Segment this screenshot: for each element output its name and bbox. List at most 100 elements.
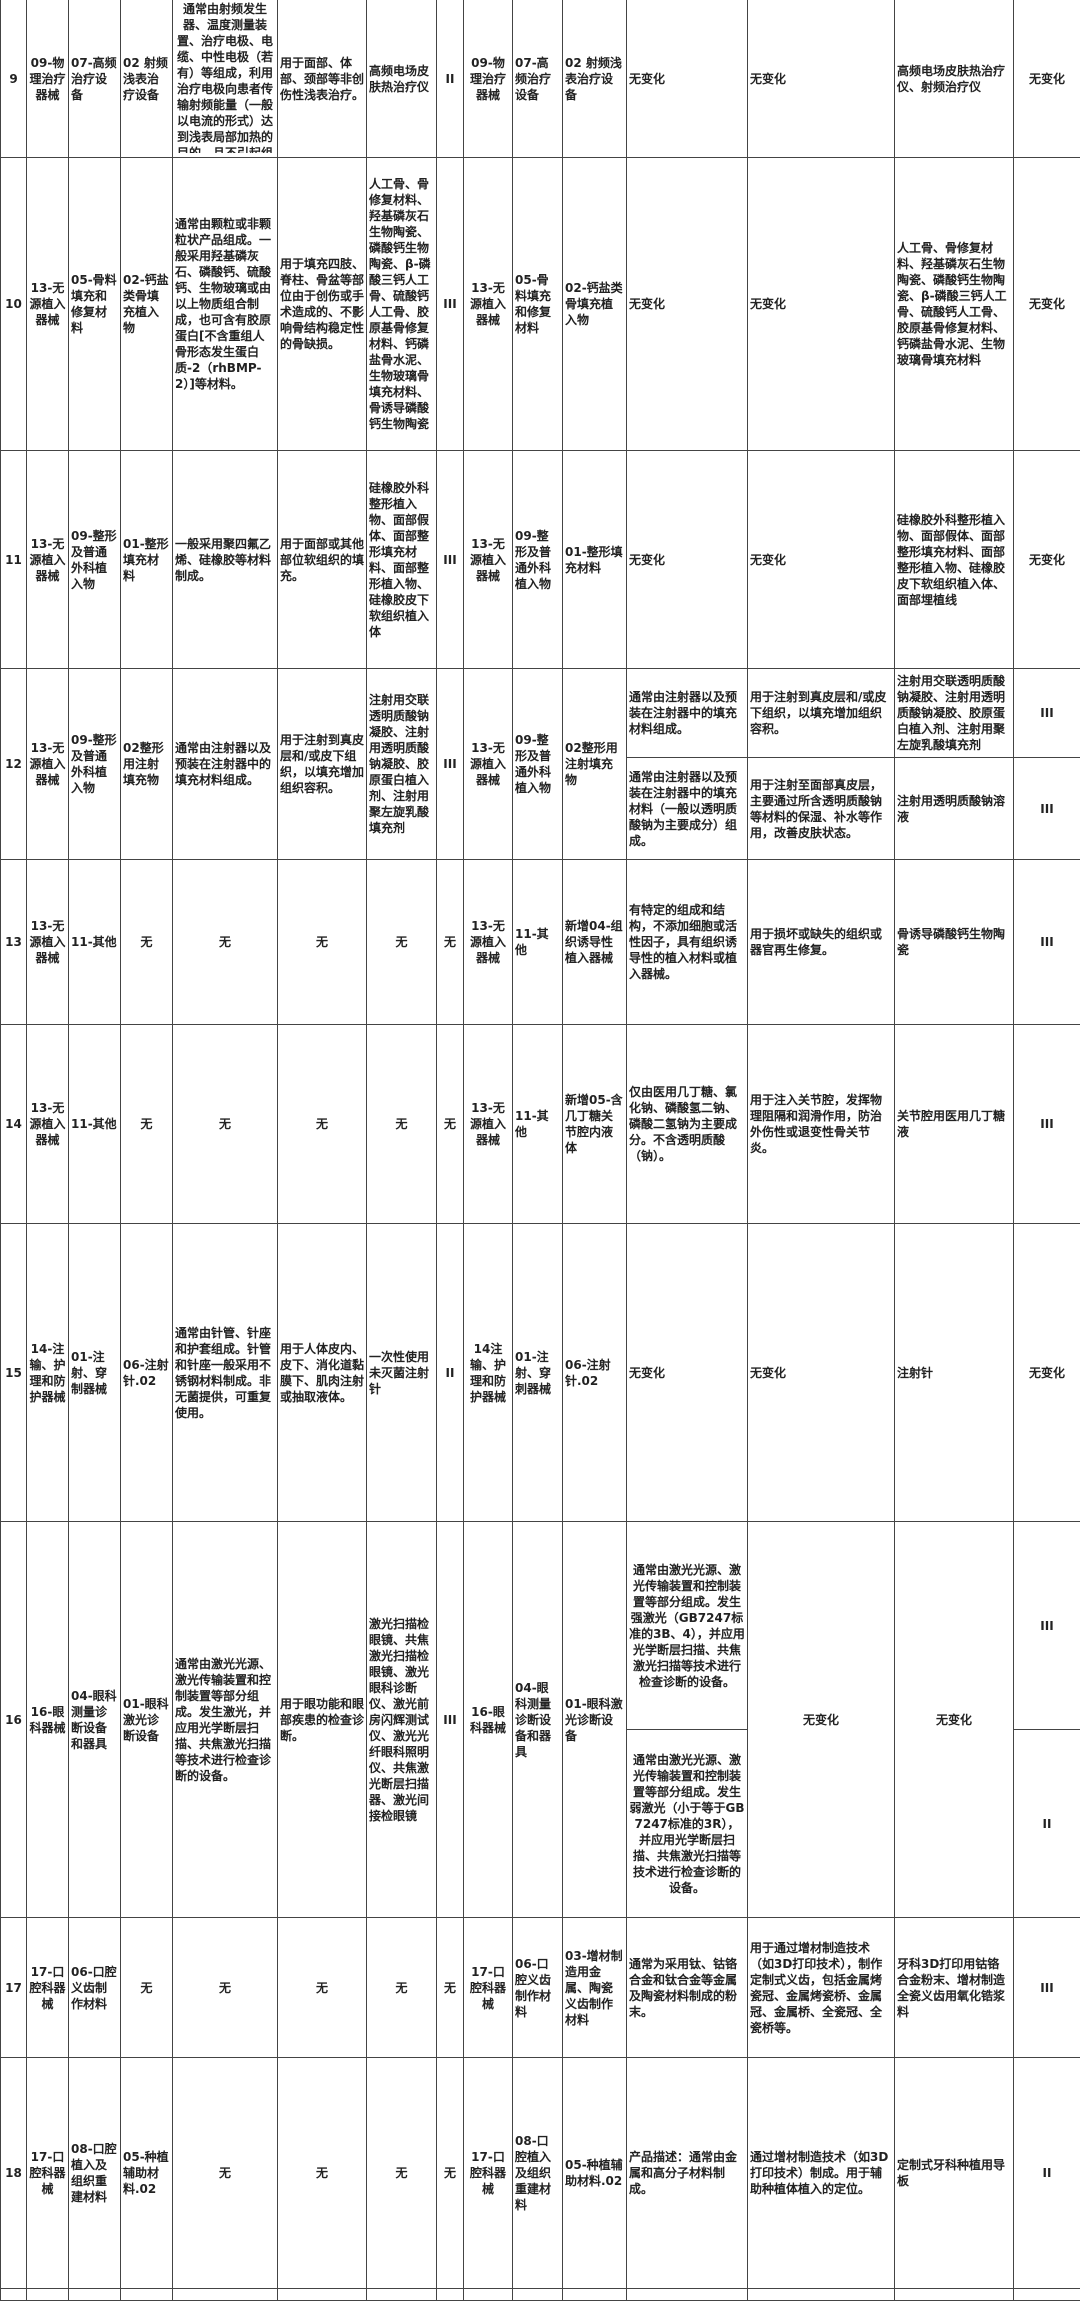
new-secondary-category-cell: 02整形用注射填充物	[563, 669, 627, 860]
new-intended-use-cell: 用于注射到真皮层和/或皮下组织，以填充增加组织容积。	[748, 669, 895, 758]
old-subcatalog-cell: 13-无源植入器械	[27, 860, 69, 1025]
row-number-cell: 12	[1, 669, 27, 860]
new-secondary-category-cell: 06-注射针.02	[563, 1224, 627, 1522]
new-secondary-category-cell: 新增05-含几丁糖关节腔内液体	[563, 1025, 627, 1224]
new-examples-cell: 关节腔用医用几丁糖液	[895, 1025, 1014, 1224]
old-primary-category-cell: 01-注射、穿制器械	[69, 1224, 121, 1522]
new-class-cell: III	[1014, 1918, 1080, 2058]
empty-cell	[513, 2289, 563, 2301]
old-secondary-category-cell: 02-钙盐类骨填充植入物	[121, 158, 173, 451]
new-description-cell: 无变化	[627, 158, 748, 451]
old-secondary-category-cell: 06-注射针.02	[121, 1224, 173, 1522]
old-class-cell: III	[437, 1522, 464, 1918]
old-description-cell: 通常由针管、针座和护套组成。针管和针座一般采用不锈钢材料制成。非无菌提供，可重复…	[173, 1224, 278, 1522]
new-subcatalog-cell: 17-口腔科器械	[464, 2058, 513, 2289]
new-secondary-category-cell: 01-整形填充材料	[563, 451, 627, 669]
old-intended-use-cell: 用于面部或其他部位软组织的填充。	[278, 451, 367, 669]
new-primary-category-cell: 05-骨料填充和修复材料	[513, 158, 563, 451]
old-intended-use-cell: 用于填充四肢、脊柱、骨盆等部位由于创伤或手术造成的、不影响骨结构稳定性的骨缺损。	[278, 158, 367, 451]
old-class-cell: 无	[437, 860, 464, 1025]
new-class-cell: III	[1014, 758, 1080, 860]
new-class-cell: III	[1014, 860, 1080, 1025]
old-description-cell: 无	[173, 860, 278, 1025]
new-examples-cell: 骨诱导磷酸钙生物陶瓷	[895, 860, 1014, 1025]
old-primary-category-cell: 08-口腔植入及组织重建材料	[69, 2058, 121, 2289]
new-subcatalog-cell: 17-口腔科器械	[464, 1918, 513, 2058]
new-subcatalog-cell: 13-无源植入器械	[464, 158, 513, 451]
new-primary-category-cell: 09-整形及普通外科植入物	[513, 669, 563, 860]
old-primary-category-cell: 06-口腔义齿制作材料	[69, 1918, 121, 2058]
old-examples-cell: 无	[367, 2058, 437, 2289]
new-examples-cell: 注射针	[895, 1224, 1014, 1522]
empty-cell	[1014, 2289, 1080, 2301]
old-examples-cell: 无	[367, 1025, 437, 1224]
new-description-cell: 无变化	[627, 451, 748, 669]
new-primary-category-cell: 09-整形及普通外科植入物	[513, 451, 563, 669]
new-secondary-category-cell: 02 射频浅表治疗设备	[563, 0, 627, 158]
new-primary-category-cell: 06-口腔义齿制作材料	[513, 1918, 563, 2058]
new-subcatalog-cell: 13-无源植入器械	[464, 860, 513, 1025]
new-secondary-category-cell: 02-钙盐类骨填充植入物	[563, 158, 627, 451]
row-number-cell: 16	[1, 1522, 27, 1918]
row-number-cell: 13	[1, 860, 27, 1025]
new-class-cell: 无变化	[1014, 158, 1080, 451]
new-examples-cell: 硅橡胶外科整形植入物、面部假体、面部整形填充材料、面部整形植入物、硅橡胶皮下软组…	[895, 451, 1014, 669]
empty-cell	[563, 2289, 627, 2301]
new-intended-use-cell: 无变化	[748, 1224, 895, 1522]
new-examples-cell: 高频电场皮肤热治疗仪、射频治疗仪	[895, 0, 1014, 158]
old-subcatalog-cell: 13-无源植入器械	[27, 1025, 69, 1224]
old-description-cell: 无	[173, 1025, 278, 1224]
new-description-cell: 无变化	[627, 0, 748, 158]
new-subcatalog-cell: 16-眼科器械	[464, 1522, 513, 1918]
new-class-cell: III	[1014, 1025, 1080, 1224]
new-examples-cell: 牙科3D打印用钴铬合金粉末、增材制造全瓷义齿用氧化锆浆料	[895, 1918, 1014, 2058]
new-description-cell: 通常由激光光源、激光传输装置和控制装置等部分组成。发生强激光（GB7247标准的…	[627, 1522, 748, 1730]
old-examples-cell: 激光扫描检眼镜、共焦激光扫描检眼镜、激光眼科诊断仪、激光前房闪辉测试仪、激光光纤…	[367, 1522, 437, 1918]
old-subcatalog-cell: 17-口腔科器械	[27, 1918, 69, 2058]
new-class-cell: III	[1014, 669, 1080, 758]
new-primary-category-cell: 11-其他	[513, 860, 563, 1025]
empty-cell	[121, 2289, 173, 2301]
new-primary-category-cell: 11-其他	[513, 1025, 563, 1224]
old-subcatalog-cell: 17-口腔科器械	[27, 2058, 69, 2289]
new-secondary-category-cell: 01-眼科激光诊断设备	[563, 1522, 627, 1918]
row-number-cell: 10	[1, 158, 27, 451]
old-description-cell: 通常由颗粒或非颗粒状产品组成。一般采用羟基磷灰石、磷酸钙、硫酸钙、生物玻璃或由以…	[173, 158, 278, 451]
new-intended-use-cell: 无变化	[748, 158, 895, 451]
new-intended-use-cell: 无变化	[748, 0, 895, 158]
old-secondary-category-cell: 01-眼科激光诊断设备	[121, 1522, 173, 1918]
empty-cell	[464, 2289, 513, 2301]
new-description-cell: 有特定的组成和结构，不添加细胞或活性因子，具有组织诱导性的植入材料或植入器械。	[627, 860, 748, 1025]
old-primary-category-cell: 09-整形及普通外科植入物	[69, 669, 121, 860]
new-description-cell: 通常由注射器以及预装在注射器中的填充材料组成。	[627, 669, 748, 758]
old-subcatalog-cell: 13-无源植入器械	[27, 669, 69, 860]
new-intended-use-cell: 用于损坏或缺失的组织或器官再生修复。	[748, 860, 895, 1025]
new-primary-category-cell: 08-口腔植入及组织重建材料	[513, 2058, 563, 2289]
old-class-cell: III	[437, 451, 464, 669]
old-class-cell: II	[437, 1224, 464, 1522]
old-primary-category-cell: 11-其他	[69, 860, 121, 1025]
new-subcatalog-cell: 14注输、护理和防护器械	[464, 1224, 513, 1522]
new-examples-cell: 无变化	[895, 1522, 1014, 1918]
old-description-cell: 通常由注射器以及预装在注射器中的填充材料组成。	[173, 669, 278, 860]
new-class-cell: III	[1014, 1522, 1080, 1730]
new-examples-cell: 人工骨、骨修复材料、羟基磷灰石生物陶瓷、磷酸钙生物陶瓷、β-磷酸三钙人工骨、硫酸…	[895, 158, 1014, 451]
old-subcatalog-cell: 13-无源植入器械	[27, 451, 69, 669]
new-intended-use-cell: 通过增材制造技术（如3D打印技术）制成。用于辅助种植体植入的定位。	[748, 2058, 895, 2289]
old-primary-category-cell: 09-整形及普通外科植入物	[69, 451, 121, 669]
empty-cell	[895, 2289, 1014, 2301]
old-description-cell: 通常由射频发生器、温度测量装置、治疗电极、电缆、中性电极（若有）等组成，利用治疗…	[173, 0, 278, 158]
new-secondary-category-cell: 05-种植辅助材料.02	[563, 2058, 627, 2289]
new-description-cell: 仅由医用几丁糖、氯化钠、磷酸氢二钠、磷酸二氢钠为主要成分。不含透明质酸（钠）。	[627, 1025, 748, 1224]
row-number-cell: 9	[1, 0, 27, 158]
row-number-cell: 14	[1, 1025, 27, 1224]
